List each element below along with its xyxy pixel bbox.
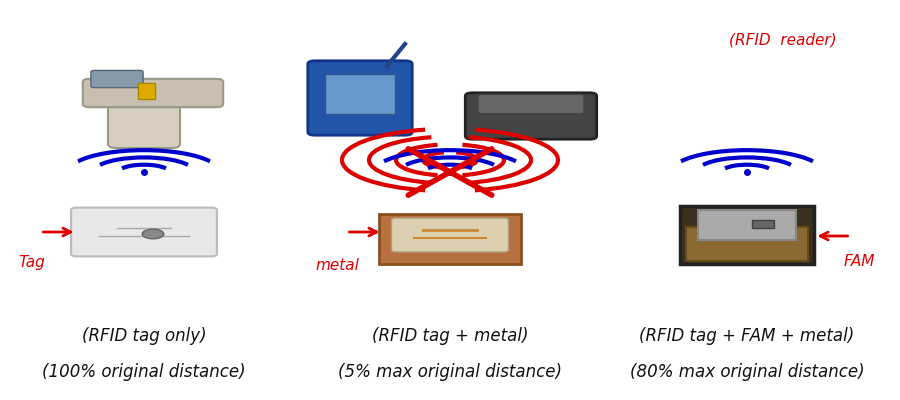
Text: (RFID tag + metal): (RFID tag + metal): [372, 327, 528, 345]
FancyBboxPatch shape: [308, 61, 412, 135]
Text: (100% original distance): (100% original distance): [42, 363, 246, 381]
FancyBboxPatch shape: [680, 206, 814, 264]
FancyBboxPatch shape: [83, 79, 223, 107]
Text: (80% max original distance): (80% max original distance): [630, 363, 864, 381]
FancyBboxPatch shape: [91, 70, 143, 88]
FancyBboxPatch shape: [465, 93, 597, 139]
FancyBboxPatch shape: [138, 83, 155, 99]
Bar: [752, 220, 774, 228]
FancyBboxPatch shape: [478, 94, 584, 114]
Text: metal: metal: [316, 258, 359, 274]
Text: FAM: FAM: [844, 254, 875, 270]
Text: Tag: Tag: [18, 254, 45, 270]
FancyBboxPatch shape: [379, 214, 521, 264]
Circle shape: [142, 229, 164, 239]
Text: (RFID tag + FAM + metal): (RFID tag + FAM + metal): [639, 327, 855, 345]
FancyBboxPatch shape: [392, 218, 508, 252]
Text: (5% max original distance): (5% max original distance): [338, 363, 562, 381]
FancyBboxPatch shape: [698, 210, 796, 240]
FancyBboxPatch shape: [686, 227, 808, 261]
FancyBboxPatch shape: [108, 92, 180, 148]
Text: (RFID  reader): (RFID reader): [729, 32, 837, 48]
FancyBboxPatch shape: [325, 74, 395, 114]
FancyBboxPatch shape: [71, 208, 217, 256]
Text: (RFID tag only): (RFID tag only): [82, 327, 206, 345]
